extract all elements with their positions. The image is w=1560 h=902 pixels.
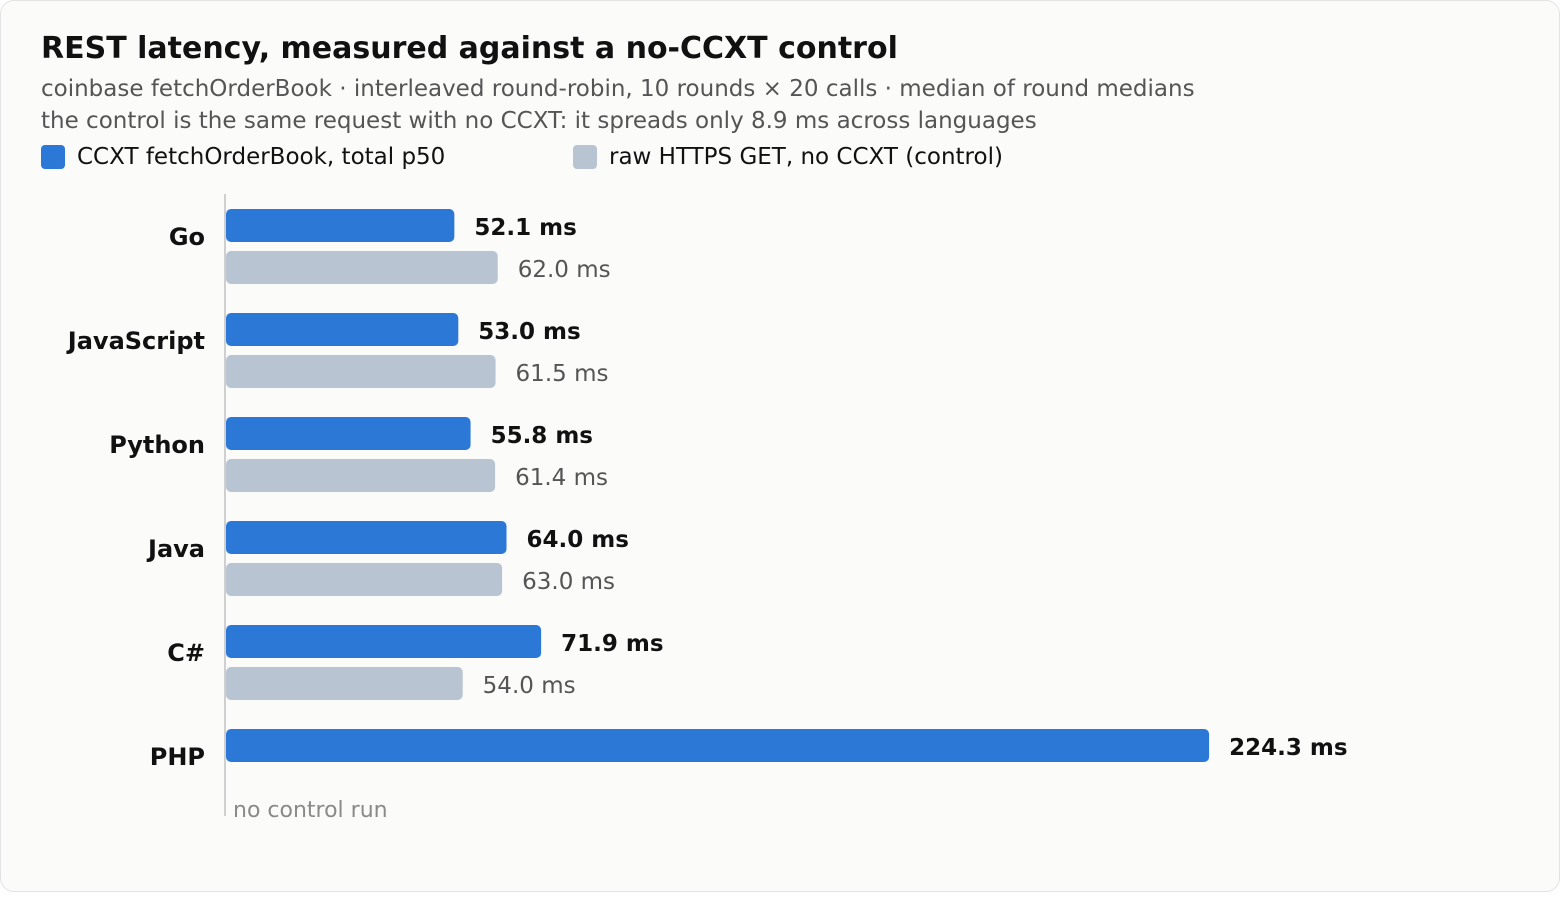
bar-control-python bbox=[226, 459, 496, 492]
category-label-javascript: JavaScript bbox=[66, 327, 205, 355]
value-label-ccxt-javascript: 53.0 ms bbox=[478, 319, 580, 345]
value-label-ccxt-php: 224.3 ms bbox=[1229, 735, 1347, 761]
value-label-ccxt-python: 55.8 ms bbox=[491, 423, 593, 449]
legend-label-control: raw HTTPS GET, no CCXT (control) bbox=[609, 144, 1003, 170]
chart-subtitle-line-1: coinbase fetchOrderBook · interleaved ro… bbox=[41, 76, 1195, 102]
bar-ccxt-java bbox=[226, 521, 507, 554]
category-label-go: Go bbox=[169, 223, 205, 251]
bar-control-javascript bbox=[226, 355, 496, 388]
legend-item-ccxt: CCXT fetchOrderBook, total p50 bbox=[41, 142, 445, 172]
legend-item-control: raw HTTPS GET, no CCXT (control) bbox=[573, 142, 1003, 172]
bar-ccxt-csharp bbox=[226, 625, 542, 658]
bar-control-csharp bbox=[226, 667, 463, 700]
legend-label-ccxt: CCXT fetchOrderBook, total p50 bbox=[77, 144, 446, 170]
category-label-java: Java bbox=[146, 535, 205, 563]
bar-ccxt-php bbox=[226, 729, 1210, 762]
value-label-ccxt-csharp: 71.9 ms bbox=[561, 631, 663, 657]
bar-ccxt-go bbox=[226, 209, 455, 242]
legend-swatch-control bbox=[573, 145, 597, 169]
category-label-csharp: C# bbox=[167, 639, 205, 667]
chart-subtitle-line-2: the control is the same request with no … bbox=[41, 108, 1037, 134]
bar-ccxt-python bbox=[226, 417, 471, 450]
chart-title: REST latency, measured against a no-CCXT… bbox=[41, 31, 898, 66]
bar-control-java bbox=[226, 563, 503, 596]
category-label-php: PHP bbox=[150, 743, 205, 771]
value-label-control-javascript: 61.5 ms bbox=[516, 361, 609, 387]
bar-ccxt-javascript bbox=[226, 313, 459, 346]
value-label-control-python: 61.4 ms bbox=[515, 465, 608, 491]
value-label-ccxt-java: 64.0 ms bbox=[527, 527, 629, 553]
no-control-note-php: no control run bbox=[233, 798, 388, 823]
legend-swatch-ccxt bbox=[41, 145, 65, 169]
value-label-control-go: 62.0 ms bbox=[518, 257, 611, 283]
value-label-control-csharp: 54.0 ms bbox=[483, 673, 576, 699]
bar-control-go bbox=[226, 251, 498, 284]
value-label-control-java: 63.0 ms bbox=[522, 569, 615, 595]
category-label-python: Python bbox=[109, 431, 205, 459]
value-label-ccxt-go: 52.1 ms bbox=[474, 215, 576, 241]
